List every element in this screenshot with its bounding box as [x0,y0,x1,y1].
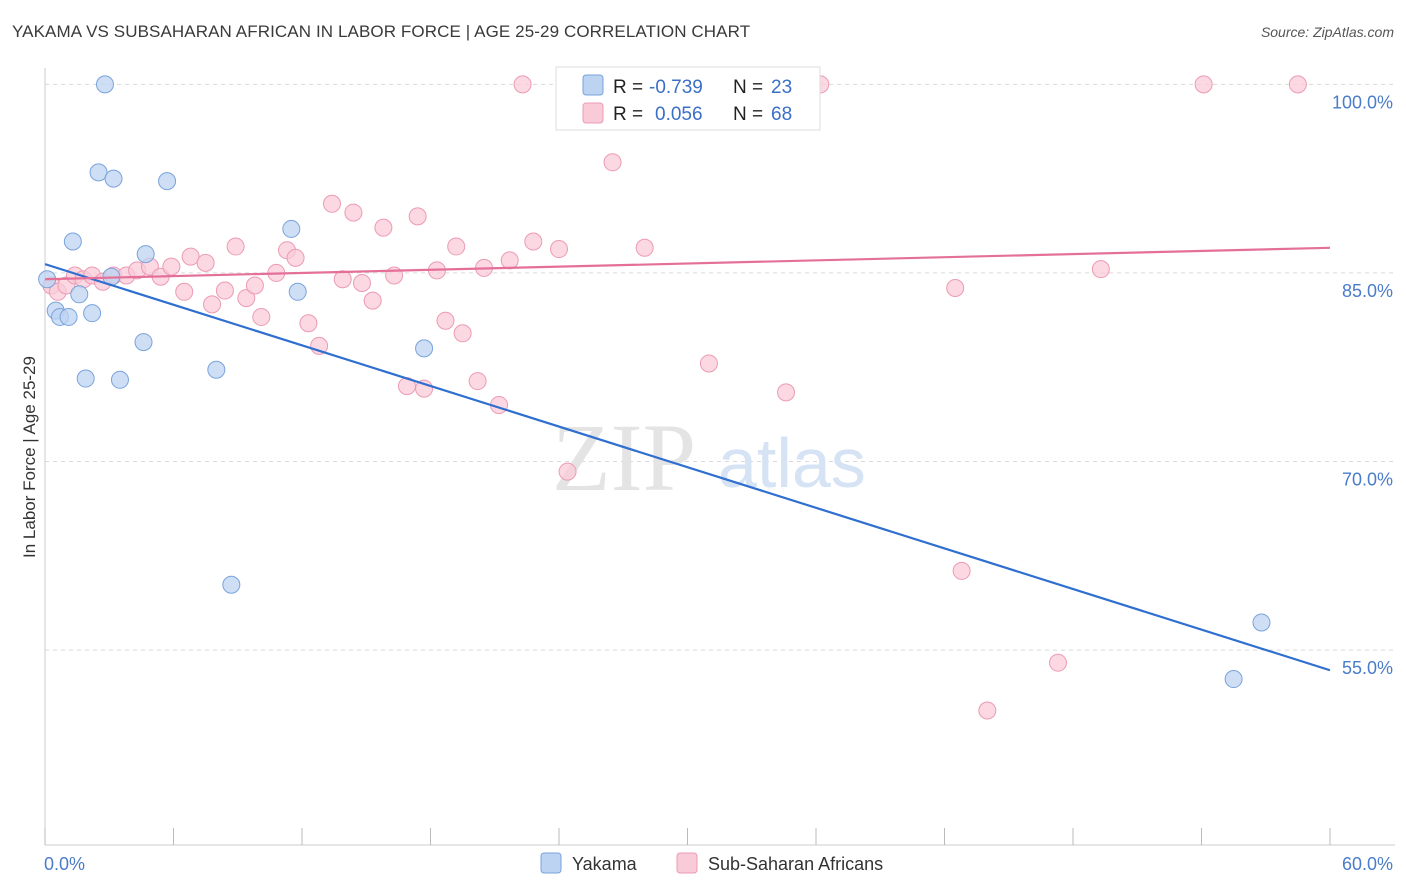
ssa-point [363,291,382,310]
ssa-point [468,372,487,391]
ssa-point [635,238,654,257]
ssa-point [558,462,577,481]
legend-label-ssa: Sub-Saharan Africans [708,854,883,874]
yakama-point [95,75,114,94]
ssa-point [215,281,234,300]
legend-swatch-yakama [540,852,562,874]
yakama-point [288,282,307,301]
ssa-point [408,207,427,226]
stats-legend-swatch-yakama [582,74,604,96]
yakama-point [134,333,153,352]
ssa-point [299,314,318,333]
ssa-point [447,237,466,256]
yakama-point [110,370,129,389]
grid-lines [45,83,1395,651]
yakama-point [104,169,123,188]
ssa-point [245,276,264,295]
watermark: ZIP atlas [552,404,866,511]
watermark-zip-text: ZIP [552,404,696,511]
watermark-atlas-text: atlas [718,424,866,502]
x-tick-label: 60.0% [1342,854,1393,874]
series-legend: Yakama Sub-Saharan Africans [540,852,883,874]
ssa-point [286,248,305,267]
y-tick-label: 100.0% [1332,92,1393,112]
ssa-point [333,270,352,289]
stats-r-value-ssa: 0.056 [655,104,703,125]
ssa-point [978,701,997,720]
ssa-point [436,311,455,330]
ssa-point [603,153,622,172]
ssa-point [374,218,393,237]
legend-label-yakama: Yakama [572,854,638,874]
ssa-point [203,295,222,314]
y-tick-label: 85.0% [1342,281,1393,301]
yakama-point [1252,613,1271,632]
ssa-point [513,75,532,94]
ssa-point [524,232,543,251]
ssa-point [500,251,519,270]
stats-r-label-ssa: R = [613,104,643,125]
yakama-point [136,245,155,264]
yakama-point [222,575,241,594]
ssa-point [175,282,194,301]
source-credit: Source: ZipAtlas.com [1260,24,1394,40]
y-axis-label: In Labor Force | Age 25-29 [20,356,39,558]
x-tick-labels: 0.0% 60.0% [44,854,1393,874]
legend-swatch-ssa [676,852,698,874]
yakama-point [89,163,108,182]
y-tick-label: 55.0% [1342,658,1393,678]
data-points [38,75,1307,720]
trend-lines [44,246,1331,672]
ssa-point [1288,75,1307,94]
yakama-point [282,219,301,238]
ssa-point [226,237,245,256]
x-tick-label: 0.0% [44,854,85,874]
stats-legend: R = -0.739 N = 23 R = 0.056 N = 68 [555,66,821,131]
ssa-point [252,307,271,326]
yakama-point [415,339,434,358]
ssa-point [181,247,200,266]
yakama-point [1224,670,1243,689]
yakama-point [207,360,226,379]
yakama-point [158,172,177,191]
yakama-point [59,307,78,326]
yakama-point [70,285,89,304]
ssa-point [237,289,256,308]
stats-r-value-yakama: -0.739 [649,77,703,98]
ssa-point [699,354,718,373]
ssa-point [1091,260,1110,279]
yakama-point [76,369,95,388]
axes [44,68,1395,846]
yakama-point [63,232,82,251]
chart-title: YAKAMA VS SUBSAHARAN AFRICAN IN LABOR FO… [12,22,751,41]
ssa-point [196,253,215,272]
stats-legend-swatch-ssa [582,102,604,124]
y-tick-labels: 100.0% 85.0% 70.0% 55.0% [1332,92,1393,678]
stats-n-value-yakama: 23 [771,77,792,98]
ssa-point [777,383,796,402]
ssa-point [344,203,363,222]
stats-n-label-yakama: N = [733,77,763,98]
y-tick-label: 70.0% [1342,470,1393,490]
ssa-point [162,257,181,276]
ssa-point [946,279,965,298]
ssa-point [322,194,341,213]
stats-r-label-yakama: R = [613,77,643,98]
ssa-point [952,561,971,580]
yakama-trend-line [44,263,1331,672]
ssa-point [352,273,371,292]
yakama-point [83,304,102,323]
ssa-point [1194,75,1213,94]
ssa-point [1049,653,1068,672]
ssa-point [453,324,472,343]
ssa-trend-line [44,246,1331,281]
stats-n-value-ssa: 68 [771,104,792,125]
stats-n-label-ssa: N = [733,104,763,125]
ssa-point [550,240,568,259]
